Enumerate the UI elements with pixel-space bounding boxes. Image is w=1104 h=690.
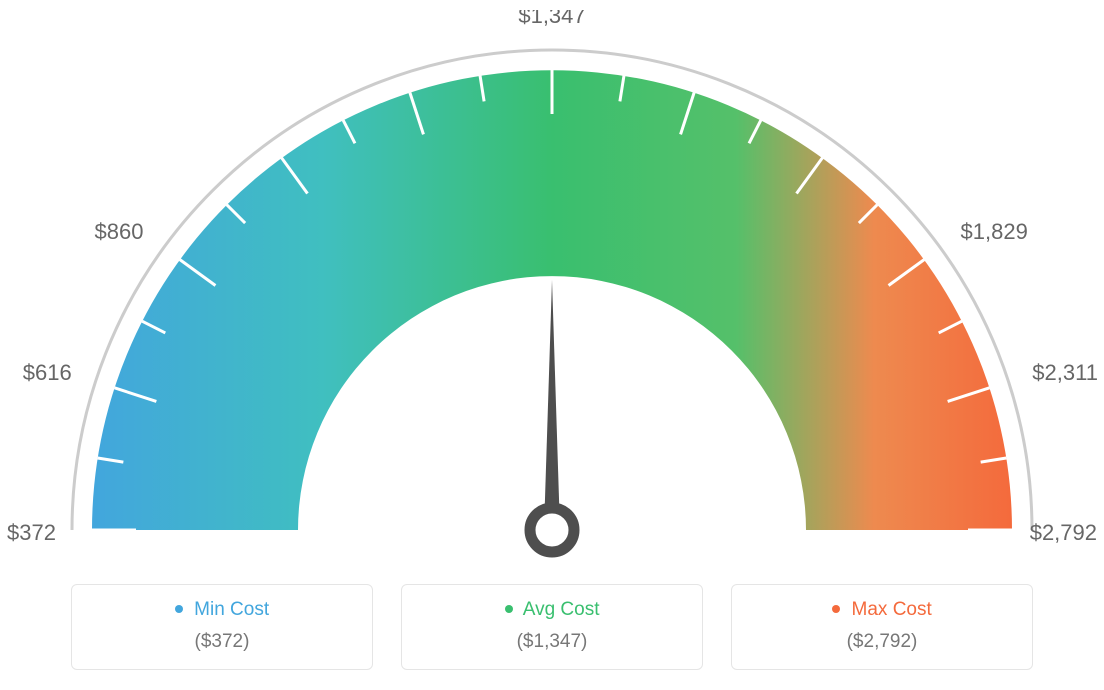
legend-card-avg: Avg Cost ($1,347): [401, 584, 703, 670]
gauge-label: $372: [7, 520, 56, 545]
legend-title-avg-text: Avg Cost: [523, 599, 600, 620]
legend-card-max: Max Cost ($2,792): [731, 584, 1033, 670]
legend-dot-min: [175, 605, 183, 613]
gauge-label: $860: [94, 219, 143, 244]
gauge-area: $372 $616 $860 $1,347 $1,829 $2,311 $2,792: [0, 10, 1104, 570]
legend-row: Min Cost ($372) Avg Cost ($1,347) Max Co…: [0, 584, 1104, 670]
gauge-needle: [544, 280, 560, 530]
gauge-label: $1,347: [518, 10, 585, 28]
legend-dot-avg: [505, 605, 513, 613]
legend-value-avg: ($1,347): [402, 631, 702, 653]
legend-value-min: ($372): [72, 631, 372, 653]
legend-title-min: Min Cost: [72, 599, 372, 621]
legend-card-min: Min Cost ($372): [71, 584, 373, 670]
gauge-chart: $372 $616 $860 $1,347 $1,829 $2,311 $2,792: [0, 10, 1104, 570]
gauge-label: $1,829: [961, 219, 1028, 244]
legend-title-max: Max Cost: [732, 599, 1032, 621]
gauge-label: $2,792: [1030, 520, 1097, 545]
gauge-label: $2,311: [1032, 360, 1098, 385]
gauge-needle-base: [530, 508, 574, 552]
legend-value-max: ($2,792): [732, 631, 1032, 653]
cost-gauge-container: $372 $616 $860 $1,347 $1,829 $2,311 $2,792 Min…: [0, 0, 1104, 690]
legend-dot-max: [832, 605, 840, 613]
legend-title-avg: Avg Cost: [402, 599, 702, 621]
legend-title-min-text: Min Cost: [194, 599, 269, 620]
gauge-label: $616: [23, 360, 72, 385]
legend-title-max-text: Max Cost: [852, 599, 932, 620]
